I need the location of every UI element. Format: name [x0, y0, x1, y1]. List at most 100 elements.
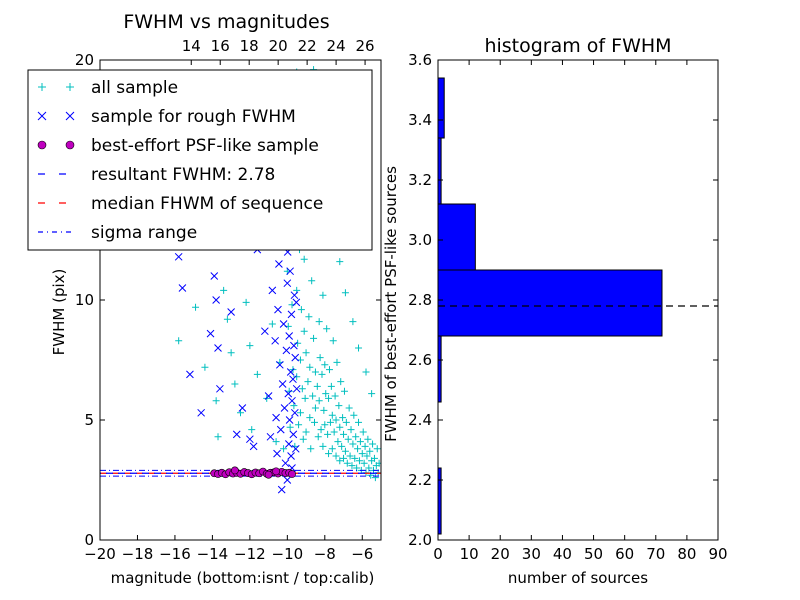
rough-sample-point: [290, 291, 299, 300]
left-y-axis-label: FWHM (pix): [50, 269, 68, 356]
y-tick-label: 20: [75, 51, 94, 69]
all-sample-point: [321, 361, 329, 369]
right-x-axis-label: number of sources: [508, 569, 648, 587]
all-sample-point: [350, 411, 358, 419]
all-sample-point: [369, 440, 377, 448]
top-tick-label: 18: [240, 37, 259, 55]
top-tick-label: 22: [298, 37, 317, 55]
x-tick-label: 70: [646, 545, 665, 563]
rough-sample-point: [280, 404, 289, 412]
x-tick-label: −8: [314, 545, 336, 563]
x-tick-label: 10: [460, 545, 479, 563]
rough-sample-point: [284, 440, 293, 448]
legend-label: all sample: [91, 78, 178, 98]
all-sample-point: [242, 298, 250, 306]
rough-sample-point: [212, 296, 221, 304]
all-sample-point: [220, 286, 228, 294]
all-sample-point: [319, 291, 327, 299]
x-tick-label: −10: [272, 545, 304, 563]
rough-sample-point: [272, 413, 280, 422]
all-sample-point: [317, 426, 325, 434]
all-sample-point: [268, 320, 276, 328]
x-tick-label: 80: [677, 545, 696, 563]
rough-sample-point: [214, 344, 222, 352]
all-sample-point: [344, 435, 352, 443]
psf-sample-point: [230, 466, 239, 475]
top-tick-label: 20: [269, 37, 288, 55]
all-sample-point: [223, 315, 231, 323]
all-sample-point: [304, 378, 312, 386]
legend-entry: median FHWM of sequence: [38, 194, 323, 214]
rough-sample-point: [276, 425, 285, 434]
rough-sample-point: [174, 252, 183, 261]
all-sample-point: [360, 459, 368, 467]
x-tick-label: 30: [522, 545, 541, 563]
legend-entry: sigma range: [38, 223, 197, 243]
left-axis-ticks: −20 −18 −16 −14 −12 −10 −8 −6 0 5 10 20 14 16 18 20 22 24…: [75, 37, 381, 563]
rough-sample-point: [206, 329, 215, 338]
all-sample-point: [308, 277, 316, 285]
rough-sample-point: [283, 279, 292, 288]
legend-x-marker: [65, 111, 75, 121]
all-sample-point: [320, 406, 328, 414]
histogram-bar: [438, 269, 663, 337]
y-tick-label: 2.8: [408, 291, 432, 309]
all-sample-point: [246, 342, 254, 350]
x-tick-label: −6: [351, 545, 373, 563]
histogram-bar: [438, 203, 476, 271]
all-sample-point: [348, 462, 356, 470]
right-axis-ticks: 0 10 20 30 40 50 60 70 80 90 2.0 2.2 2.4 2.6 2.8 3.0 3.2…: [408, 51, 727, 563]
rough-sample-point: [275, 360, 284, 369]
all-sample-point: [227, 349, 235, 357]
all-sample-point: [324, 430, 332, 438]
all-sample-point: [359, 428, 367, 436]
all-sample-point: [311, 404, 319, 412]
legend-entry: all sample: [38, 78, 178, 98]
fwhm-histogram-chart: 0 10 20 30 40 50 60 70 80 90 2.0 2.2 2.4 2.6 2.8 3.0 3.2…: [382, 35, 728, 587]
all-sample-point: [349, 440, 357, 448]
all-sample-point: [285, 387, 293, 395]
x-tick-label: 90: [708, 545, 727, 563]
all-sample-point: [371, 474, 379, 482]
rough-sample-point: [292, 298, 301, 307]
all-sample-point: [333, 358, 341, 366]
all-sample-point: [330, 428, 338, 436]
x-tick-label: 50: [584, 545, 603, 563]
all-sample-point: [212, 397, 220, 405]
y-tick-label: 2.0: [408, 531, 432, 549]
all-sample-point: [231, 380, 239, 388]
legend-plus-marker: [66, 83, 74, 91]
all-sample-point: [310, 418, 318, 426]
all-sample-point: [315, 397, 323, 405]
all-sample-point: [336, 423, 344, 431]
legend-entry: sample for rough FWHM: [37, 107, 296, 127]
all-sample-point: [331, 392, 339, 400]
rough-sample-point: [282, 346, 291, 355]
all-sample-point: [286, 423, 294, 431]
legend-circle-marker: [65, 140, 75, 150]
rough-sample-point: [227, 308, 235, 316]
rough-sample-point: [279, 320, 288, 328]
all-sample-point: [294, 339, 302, 347]
all-sample-point: [339, 414, 347, 422]
all-sample-point: [310, 334, 318, 342]
x-tick-label: −18: [122, 545, 154, 563]
left-chart-title: FWHM vs magnitudes: [123, 11, 329, 33]
psf-sample-point: [272, 467, 280, 476]
x-tick-label: −12: [234, 545, 266, 563]
rough-sample-point: [291, 444, 300, 453]
all-sample-point: [201, 363, 209, 371]
all-sample-point: [343, 459, 351, 467]
legend-plus-marker: [38, 83, 46, 91]
all-sample-point: [307, 445, 315, 453]
all-sample-point: [336, 457, 344, 465]
all-sample-point: [321, 421, 329, 429]
histogram-bar: [438, 467, 442, 535]
y-tick-label: 3.6: [408, 51, 432, 69]
all-sample-point: [341, 447, 349, 455]
y-tick-label: 2.6: [408, 351, 432, 369]
rough-sample-point: [285, 332, 294, 340]
all-sample-point: [335, 402, 343, 410]
all-sample-point: [291, 442, 299, 450]
